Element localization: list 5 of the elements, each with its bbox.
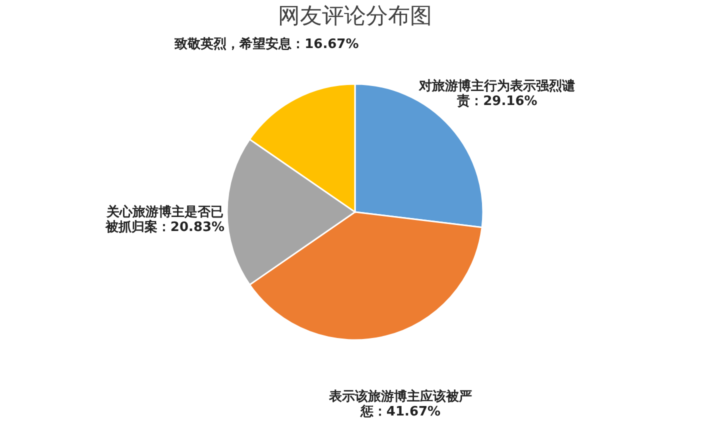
slice-label: 对旅游博主行为表示强烈谴责：29.16%: [418, 78, 576, 109]
slice-label: 致敬英烈，希望安息：16.67%: [174, 36, 359, 52]
chart-title: 网友评论分布图: [278, 4, 432, 29]
slice-label: 关心旅游博主是否已被抓归案：20.83%: [104, 204, 225, 236]
slice-label: 表示该旅游博主应该被严惩：41.67%: [328, 388, 472, 420]
